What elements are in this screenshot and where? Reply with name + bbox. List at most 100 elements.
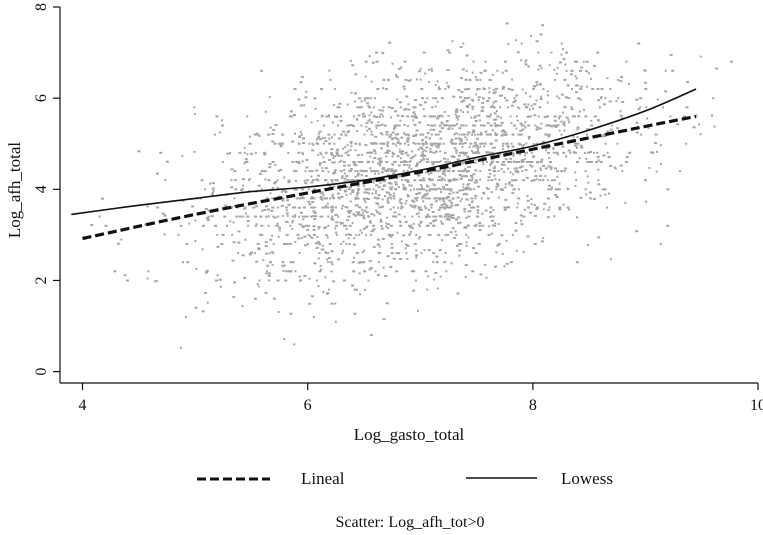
scatter-point [345, 175, 349, 177]
scatter-point [380, 123, 384, 126]
scatter-point [450, 188, 453, 191]
scatter-point [478, 151, 481, 154]
scatter-point [390, 246, 394, 249]
scatter-point [204, 271, 208, 274]
scatter-point [327, 224, 330, 227]
scatter-point [342, 249, 344, 252]
scatter-point [458, 254, 461, 257]
scatter-point [519, 122, 523, 125]
scatter-point [356, 184, 360, 187]
scatter-point [425, 150, 428, 153]
scatter-point [369, 155, 372, 158]
scatter-point [285, 212, 289, 215]
scatter-point [281, 261, 285, 264]
scatter-point [513, 99, 517, 102]
scatter-point [336, 213, 338, 216]
scatter-point [512, 188, 516, 191]
scatter-point [348, 211, 351, 214]
scatter-point [361, 214, 365, 217]
scatter-point [391, 163, 394, 166]
scatter-point [464, 276, 467, 278]
scatter-point [421, 148, 424, 150]
scatter-point [448, 215, 452, 218]
scatter-point [298, 215, 301, 218]
scatter-point [353, 256, 355, 259]
scatter-point [440, 204, 444, 207]
scatter-point [316, 174, 320, 177]
x-tick-label-10: 10 [750, 397, 763, 414]
scatter-point [266, 270, 268, 273]
scatter-point [476, 133, 479, 136]
scatter-point [459, 178, 463, 180]
scatter-point [301, 215, 304, 218]
scatter-point [548, 147, 551, 150]
scatter-point [273, 182, 277, 185]
scatter-point [349, 168, 353, 170]
scatter-point [362, 217, 366, 220]
scatter-point [567, 188, 570, 191]
scatter-point [347, 215, 351, 218]
scatter-point [601, 135, 604, 138]
scatter-point [530, 198, 533, 200]
scatter-point [635, 98, 639, 101]
scatter-point [207, 209, 211, 212]
scatter-point [540, 240, 544, 243]
scatter-point [429, 124, 433, 127]
scatter-point [242, 215, 245, 218]
scatter-point [535, 206, 539, 209]
scatter-point [441, 115, 444, 118]
scatter-point [478, 88, 481, 90]
scatter-point [286, 199, 290, 202]
scatter-point [602, 133, 606, 136]
scatter-point [560, 170, 564, 173]
scatter-point [310, 196, 314, 199]
scatter-point [383, 169, 387, 172]
scatter-point [374, 152, 377, 155]
scatter-point [346, 219, 350, 222]
scatter-point [364, 201, 367, 204]
scatter-point [300, 76, 304, 79]
scatter-point [348, 209, 352, 212]
scatter-point [389, 235, 393, 238]
scatter-point [398, 175, 401, 178]
scatter-point [446, 49, 450, 52]
scatter-point [639, 106, 642, 109]
scatter-point [324, 251, 327, 254]
scatter-point [120, 238, 123, 241]
scatter-point [337, 215, 340, 218]
scatter-point [503, 265, 506, 268]
scatter-point [502, 145, 505, 147]
scatter-point [565, 155, 568, 158]
scatter-point [471, 105, 475, 108]
scatter-point [516, 51, 520, 54]
scatter-point [458, 221, 462, 224]
scatter-point [443, 207, 446, 210]
scatter-point [333, 133, 336, 136]
scatter-point [351, 284, 354, 287]
scatter-point [524, 121, 527, 124]
scatter-point [424, 136, 428, 139]
scatter-point [493, 174, 496, 177]
scatter-point [488, 151, 492, 154]
scatter-point [353, 288, 357, 291]
scatter-point [609, 164, 613, 167]
scatter-point [579, 98, 582, 101]
scatter-point [459, 140, 463, 143]
scatter-point [467, 215, 471, 218]
scatter-point [231, 206, 234, 209]
scatter-point [449, 189, 453, 192]
scatter-point [320, 88, 323, 90]
scatter-point [402, 186, 405, 189]
scatter-point [455, 110, 458, 113]
scatter-point [458, 127, 462, 130]
scatter-point [453, 133, 456, 136]
scatter-point [330, 217, 334, 220]
scatter-point [321, 137, 324, 140]
scatter-point [386, 170, 389, 173]
y-tick-label-2: 2 [33, 276, 50, 284]
scatter-point [452, 191, 455, 194]
scatter-point [398, 252, 401, 255]
scatter-point [495, 133, 499, 136]
scatter-point [405, 199, 408, 202]
scatter-point [338, 102, 342, 105]
